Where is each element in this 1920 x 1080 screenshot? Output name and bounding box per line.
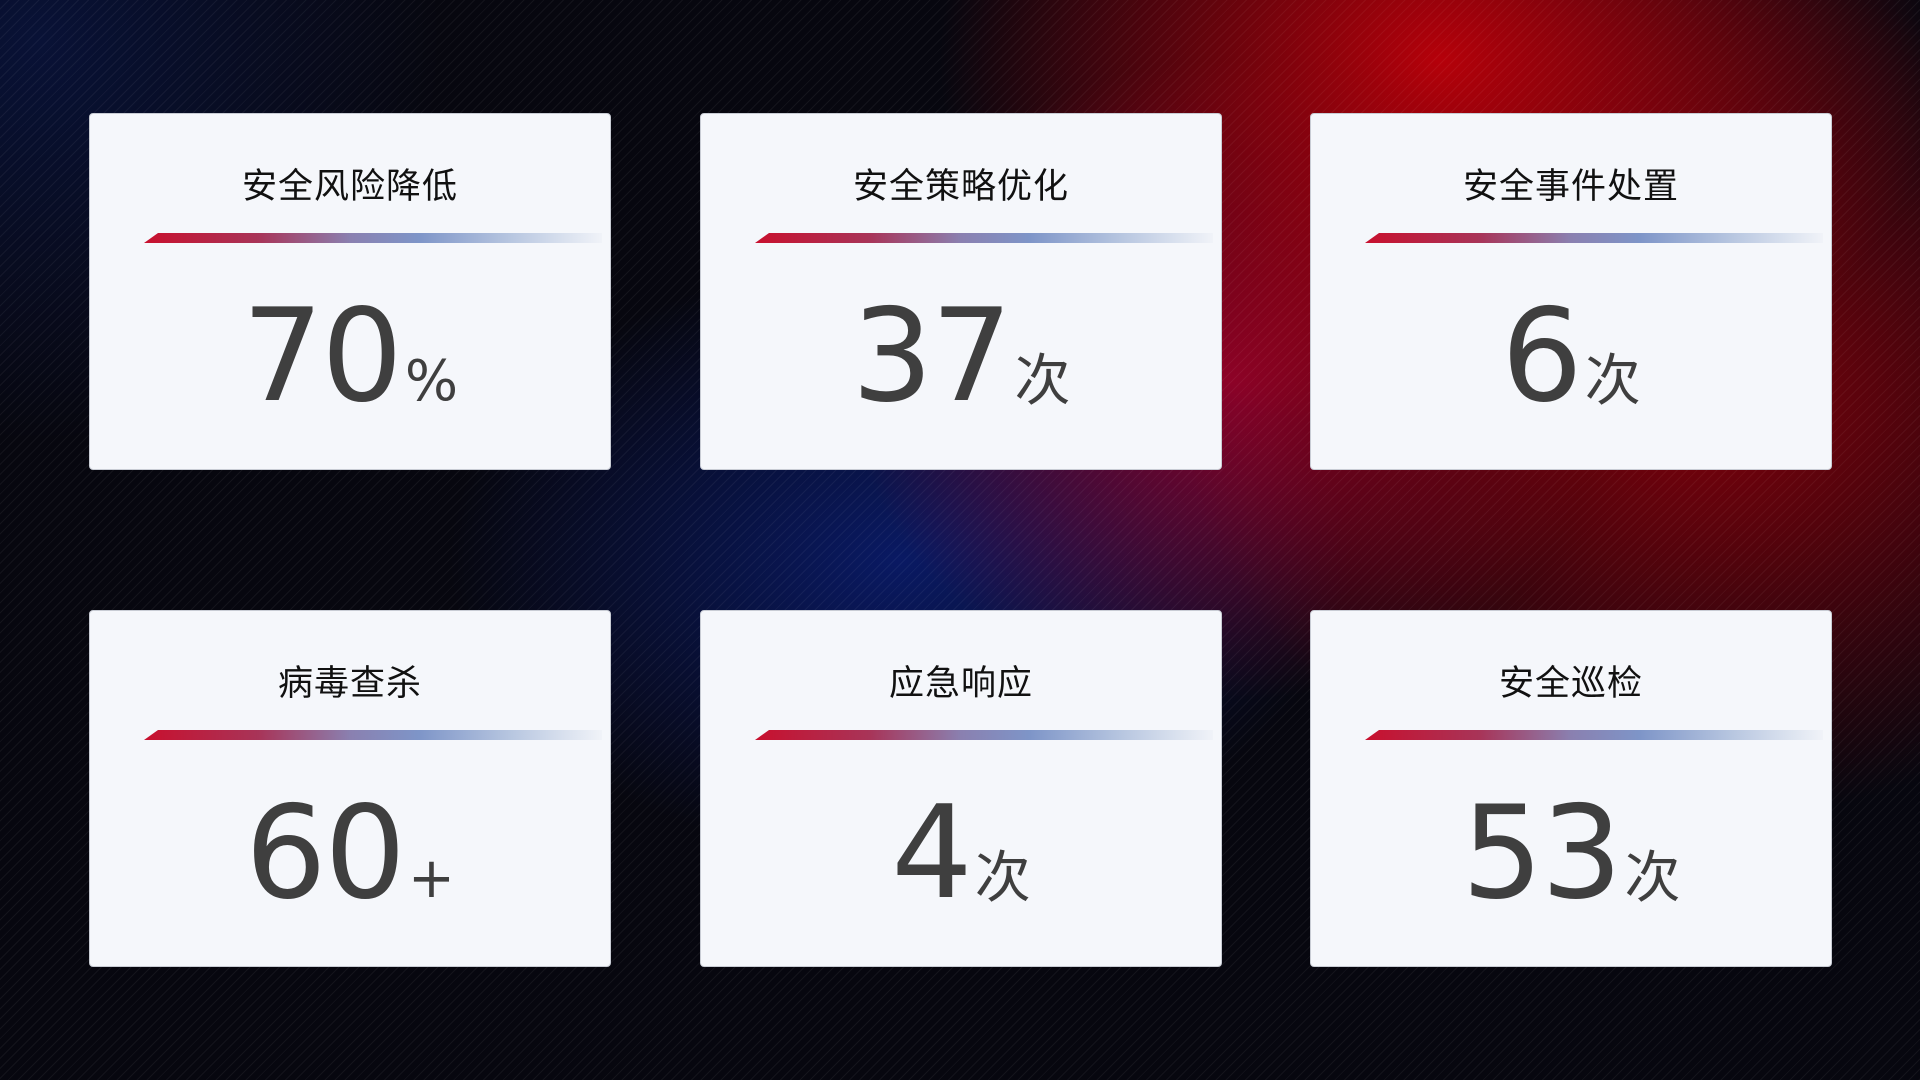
stat-card-emergency-response: 应急响应 4次: [700, 610, 1222, 967]
value-number: 53: [1461, 779, 1623, 928]
value-unit: 次: [1014, 349, 1071, 414]
card-value: 37次: [701, 282, 1221, 431]
value-number: 4: [891, 779, 972, 928]
card-title: 安全风险降低: [241, 167, 458, 207]
stat-card-virus-removal: 病毒查杀 60+: [89, 610, 611, 967]
card-value: 6次: [1311, 282, 1831, 431]
card-value: 4次: [701, 779, 1221, 928]
gradient-divider: [755, 233, 1213, 243]
card-title: 安全策略优化: [852, 167, 1069, 207]
value-unit: 次: [1624, 846, 1681, 911]
value-number: 60: [245, 779, 406, 928]
gradient-divider: [1365, 233, 1823, 243]
value-unit: 次: [974, 846, 1031, 911]
card-title: 安全事件处置: [1462, 167, 1679, 207]
value-unit: 次: [1584, 349, 1641, 414]
card-value: 60+: [90, 779, 610, 928]
stat-card-policy-optimization: 安全策略优化 37次: [700, 113, 1222, 470]
value-unit: +: [407, 846, 455, 911]
value-number: 70: [241, 282, 403, 431]
stat-card-security-patrol: 安全巡检 53次: [1310, 610, 1832, 967]
value-unit: %: [404, 349, 459, 414]
card-value: 53次: [1311, 779, 1831, 928]
value-number: 37: [851, 282, 1013, 431]
gradient-divider: [144, 233, 602, 243]
card-value: 70%: [90, 282, 610, 431]
gradient-divider: [144, 730, 602, 740]
stat-card-incident-handling: 安全事件处置 6次: [1310, 113, 1832, 470]
gradient-divider: [1365, 730, 1823, 740]
gradient-divider: [755, 730, 1213, 740]
card-title: 安全巡检: [1498, 664, 1643, 704]
value-number: 6: [1501, 282, 1582, 431]
card-title: 应急响应: [888, 664, 1033, 704]
stat-card-risk-reduction: 安全风险降低 70%: [89, 113, 611, 470]
card-title: 病毒查杀: [277, 664, 422, 704]
